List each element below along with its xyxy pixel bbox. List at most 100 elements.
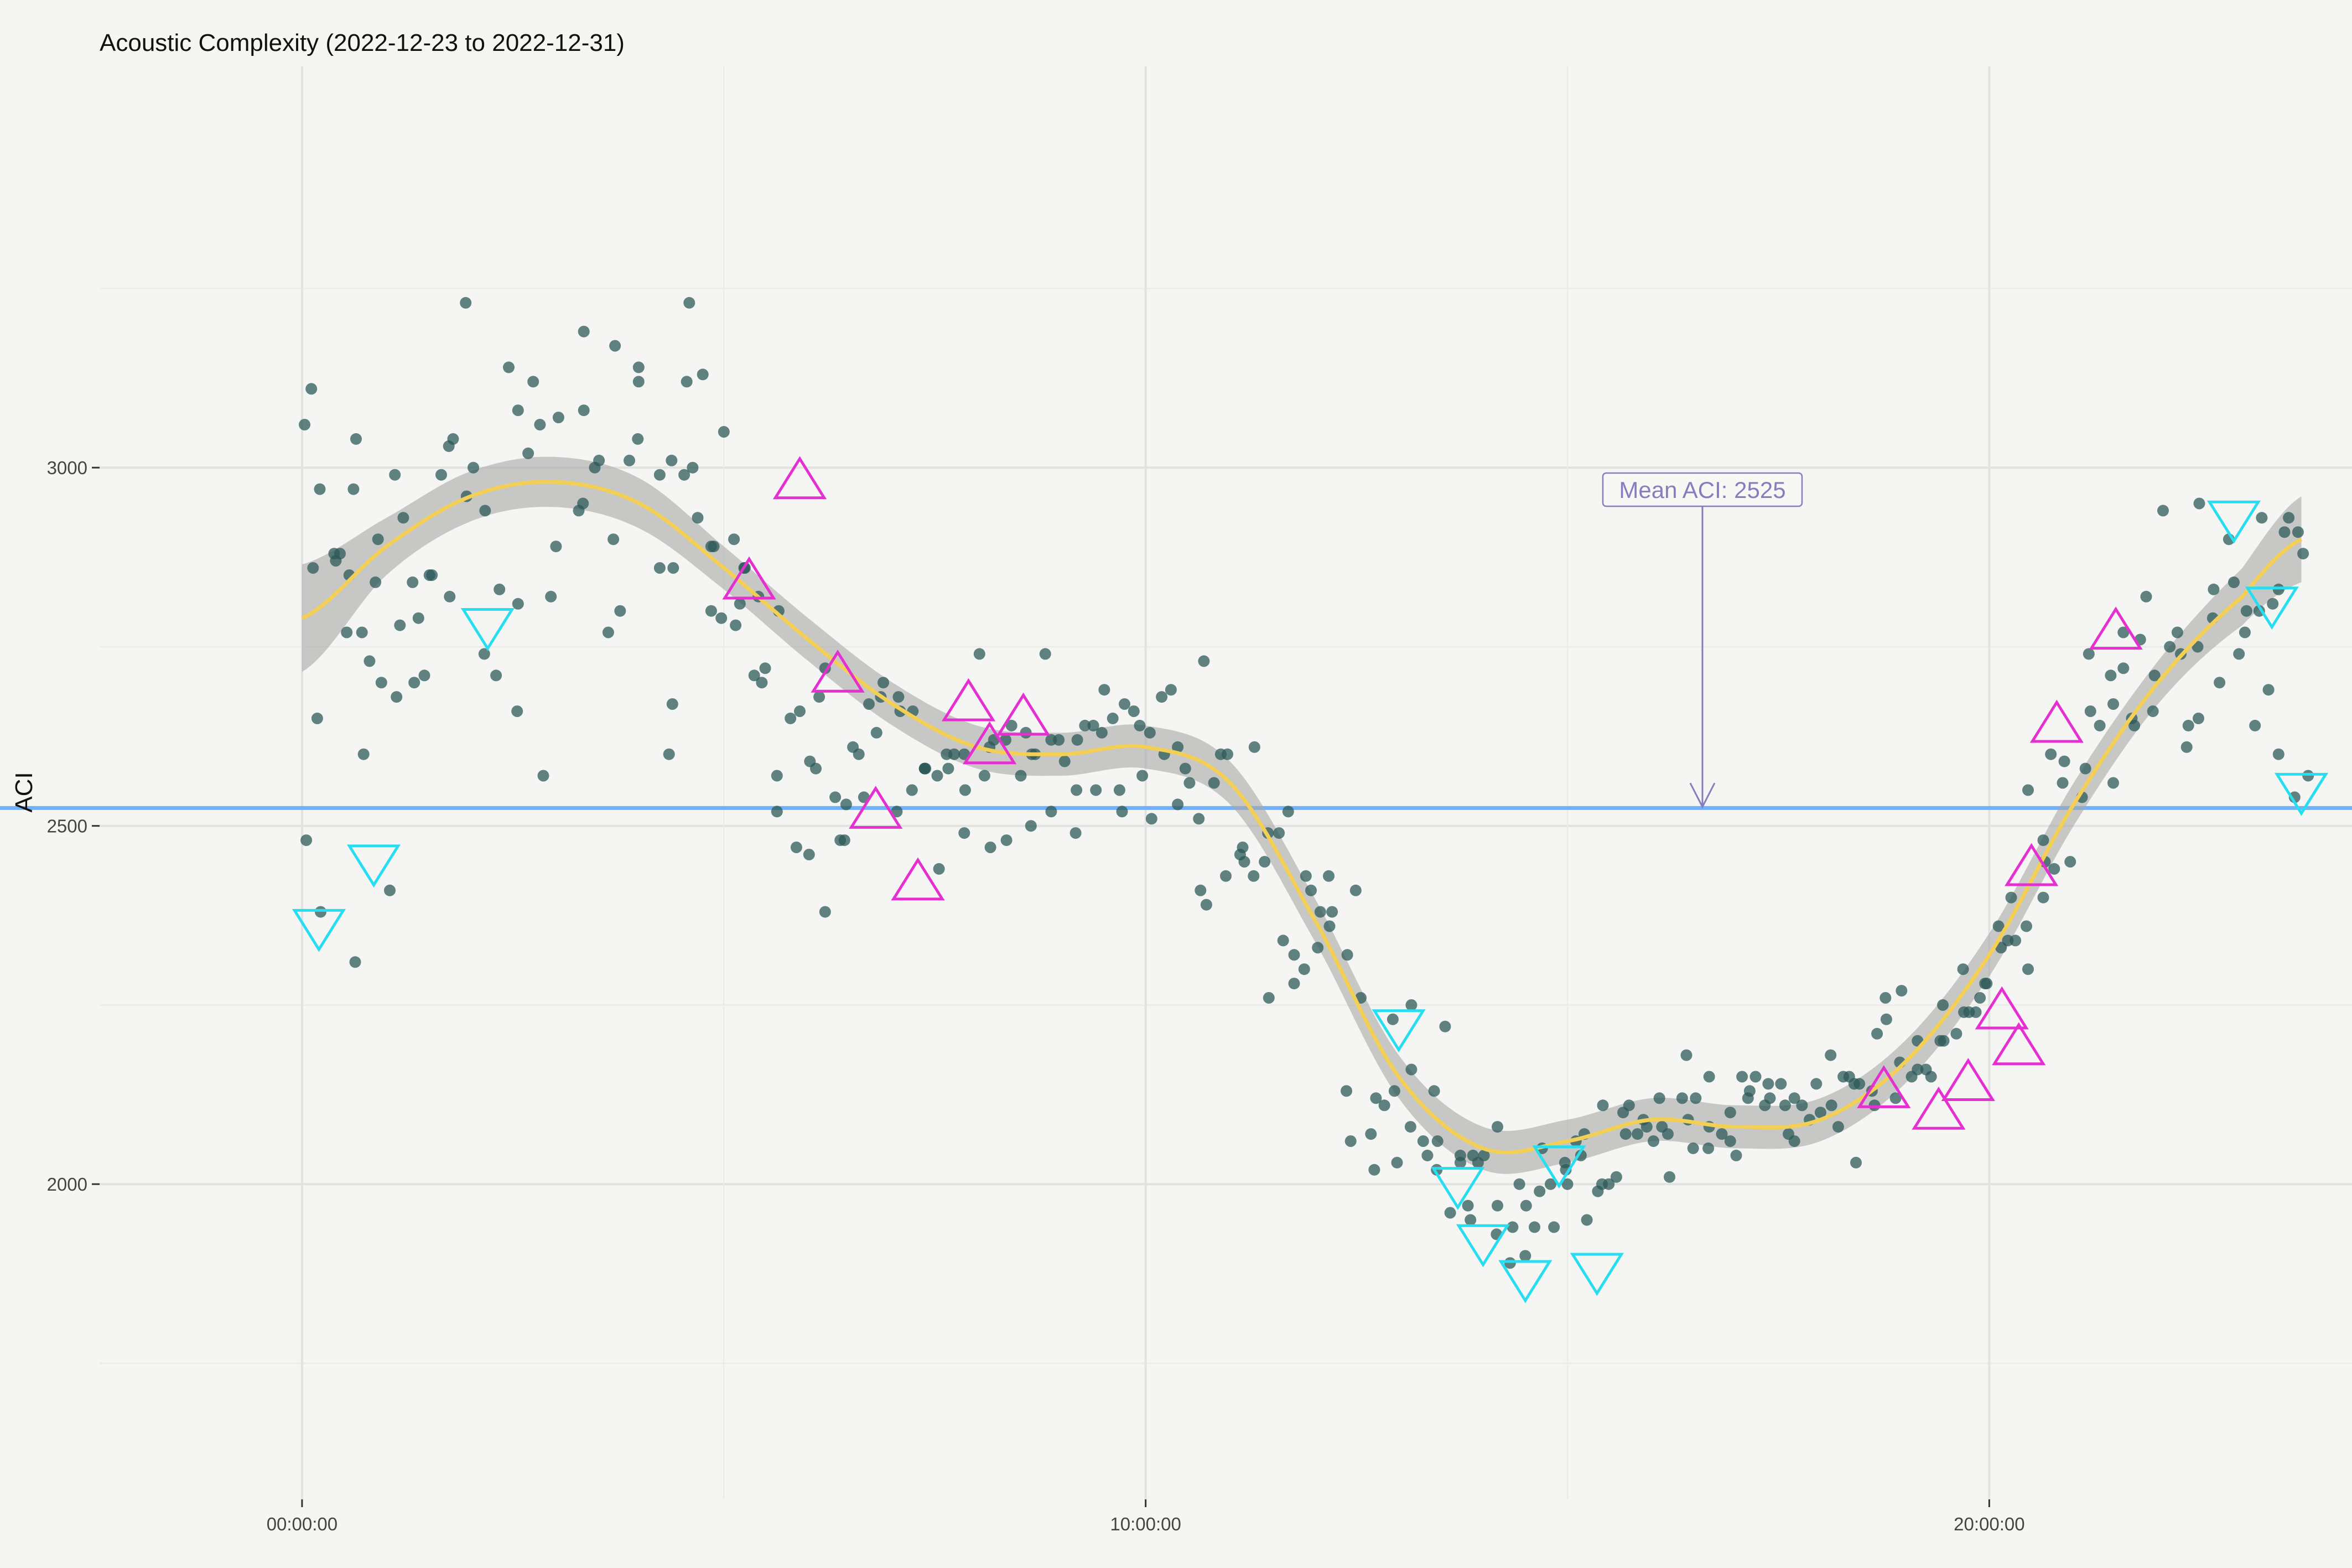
data-point [1098, 684, 1110, 696]
trough-marker [2274, 772, 2329, 816]
peak-marker [1941, 1058, 1995, 1101]
data-point [1444, 1207, 1456, 1219]
data-point [1312, 942, 1324, 954]
y-tick-label: 3000 [47, 458, 87, 478]
data-point [678, 469, 690, 481]
data-point [435, 469, 447, 481]
data-point [759, 662, 771, 674]
smooth-curve [301, 480, 2303, 1155]
data-point [512, 598, 524, 610]
data-point [790, 842, 802, 853]
data-point [1198, 655, 1210, 667]
data-point [418, 669, 430, 682]
data-point [1958, 1006, 1970, 1018]
data-point [1341, 1085, 1352, 1097]
data-point [1305, 884, 1317, 896]
data-point [537, 770, 549, 782]
data-point [1071, 734, 1083, 746]
data-point [1344, 1135, 1357, 1147]
data-point [545, 590, 557, 603]
data-point [1238, 856, 1250, 868]
annotation-arrowhead [1689, 782, 1716, 809]
trough-marker [1431, 1167, 1485, 1210]
data-point [1421, 1149, 1434, 1161]
data-point [1179, 762, 1191, 775]
data-point [1796, 1099, 1808, 1112]
data-point [1341, 949, 1353, 961]
data-point [1134, 719, 1146, 731]
data-point [1183, 777, 1196, 789]
data-point [391, 691, 403, 703]
data-point [666, 698, 678, 710]
data-point [2094, 719, 2106, 731]
data-point [1507, 1221, 1519, 1233]
data-point [906, 784, 918, 796]
data-point [512, 404, 524, 417]
data-point [1703, 1071, 1715, 1083]
data-point [1387, 1013, 1399, 1025]
data-point [1575, 1149, 1587, 1161]
data-point [819, 906, 831, 918]
data-point [1113, 784, 1125, 796]
data-point [1378, 1099, 1390, 1112]
data-point [2157, 505, 2169, 517]
data-point [771, 806, 783, 818]
data-point [756, 677, 768, 689]
observation-points [299, 297, 2314, 1269]
data-point [468, 461, 479, 474]
data-point [1116, 806, 1128, 818]
data-point [1195, 884, 1207, 896]
data-point [730, 619, 742, 631]
y-axis-label: ACI [11, 772, 38, 812]
data-point [681, 376, 693, 388]
data-point [1259, 856, 1271, 868]
data-point [2057, 777, 2069, 789]
data-point [1825, 1099, 1837, 1112]
data-point [1513, 1178, 1525, 1190]
data-point [357, 748, 370, 760]
data-point [1974, 992, 1986, 1004]
data-point [1119, 698, 1130, 710]
data-point [534, 419, 546, 430]
data-point [2233, 648, 2245, 660]
trough-marker [460, 608, 515, 651]
data-point [834, 834, 847, 847]
data-point [931, 770, 943, 782]
data-point [2239, 626, 2251, 638]
data-point [1690, 1092, 1702, 1104]
data-point [978, 770, 990, 782]
data-point [2272, 583, 2284, 595]
x-tick-label: 00:00:00 [267, 1514, 338, 1534]
data-point [708, 541, 720, 553]
data-point [1736, 1071, 1748, 1083]
data-point [697, 368, 709, 381]
data-point [1172, 798, 1184, 811]
data-point [389, 469, 401, 481]
data-point [2117, 662, 2130, 674]
data-point [2193, 712, 2204, 724]
data-point [1326, 906, 1338, 918]
data-point [1090, 784, 1102, 796]
data-point [1619, 1128, 1632, 1140]
y-tick-label: 2000 [47, 1174, 87, 1195]
data-point [412, 612, 424, 624]
data-point [2064, 856, 2076, 868]
data-point [1025, 820, 1037, 832]
data-point [1680, 1049, 1692, 1061]
data-point [503, 361, 515, 373]
smooth-curve-layer [301, 480, 2303, 1155]
trough-marker [2206, 500, 2261, 544]
data-point [447, 433, 459, 445]
data-point [1868, 1099, 1881, 1112]
data-point [1237, 842, 1249, 853]
data-point [1716, 1128, 1728, 1140]
data-point [494, 583, 506, 595]
data-point [632, 433, 644, 445]
data-point [1095, 726, 1108, 739]
data-point [1702, 1142, 1715, 1154]
data-point [785, 712, 797, 724]
data-point [1632, 1128, 1644, 1140]
x-tick-label: 10:00:00 [1110, 1514, 1181, 1534]
data-point [614, 605, 626, 617]
